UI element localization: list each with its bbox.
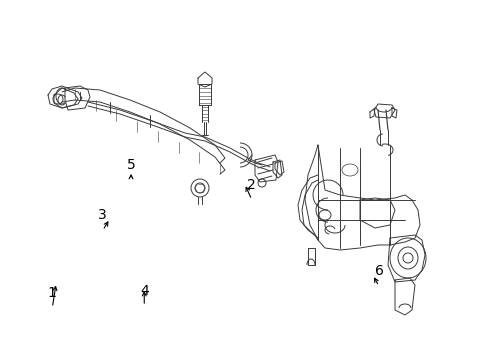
Text: 2: 2 [247,178,256,192]
Text: 6: 6 [374,264,383,278]
Text: 1: 1 [48,286,57,300]
Text: 4: 4 [140,284,148,298]
Text: 5: 5 [126,158,135,172]
Text: 3: 3 [98,208,107,222]
